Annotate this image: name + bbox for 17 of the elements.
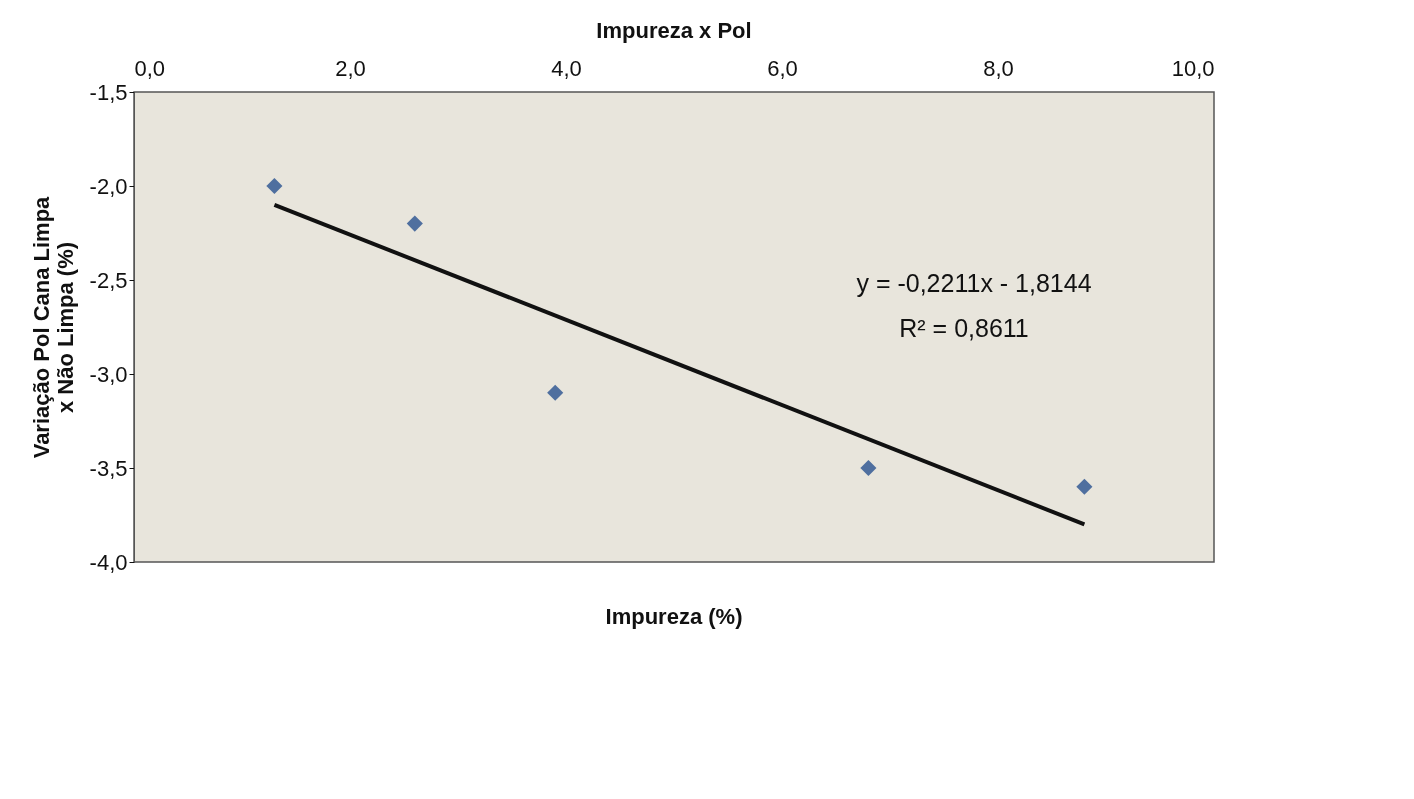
y-tick-label: -1,5 [89,79,128,105]
annotation: y = -0,2211x - 1,8144 [856,269,1092,297]
annotation: R² = 0,8611 [899,314,1029,342]
x-tick-label: 2,0 [335,55,366,81]
x-tick-label: 4,0 [551,55,582,81]
y-tick-label: -2,5 [89,267,128,293]
chart-title: Impureza x Pol [596,18,752,43]
x-tick-label: 10,0 [1171,55,1215,81]
y-tick-label: -3,0 [89,361,128,387]
x-tick-label: 6,0 [767,55,798,81]
y-tick-label: -4,0 [89,549,128,575]
x-tick-label: 8,0 [983,55,1014,81]
x-tick-label: 0,0 [134,55,166,81]
x-axis-title: Impureza (%) [605,604,743,629]
y-tick-label: -2,0 [89,173,128,199]
y-tick-label: -3,5 [89,455,128,481]
y-axis-title: Variação Pol Cana Limpa x Não Limpa (%) [28,195,78,459]
